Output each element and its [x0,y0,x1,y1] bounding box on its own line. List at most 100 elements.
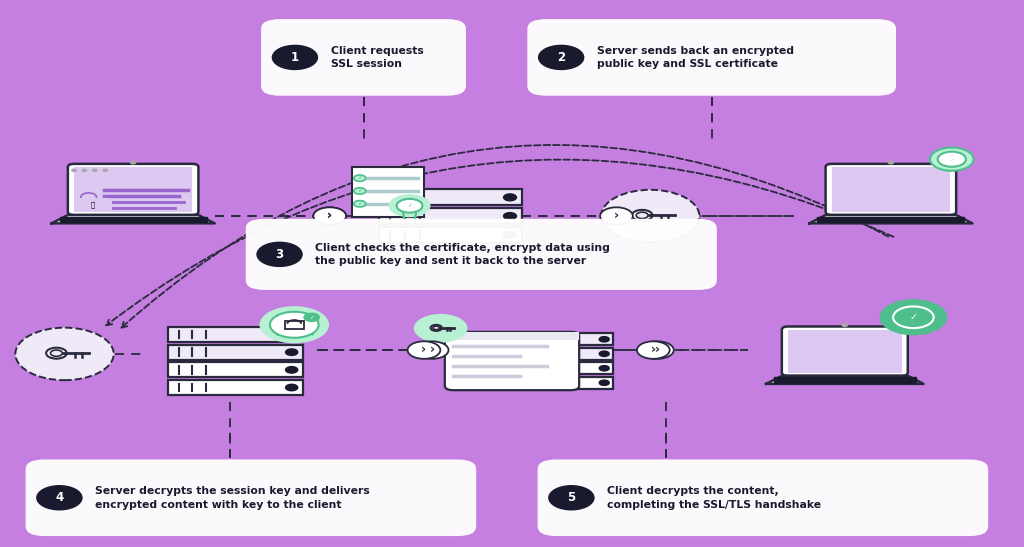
Circle shape [433,326,439,330]
Circle shape [938,152,966,167]
Circle shape [601,190,699,242]
Circle shape [396,199,423,213]
Circle shape [504,213,516,219]
Circle shape [270,312,318,337]
Circle shape [599,380,609,386]
Bar [168,327,303,342]
Text: 🏔: 🏔 [91,201,95,208]
Circle shape [92,169,97,172]
Circle shape [103,169,108,172]
Circle shape [637,341,670,359]
Polygon shape [809,215,973,223]
FancyBboxPatch shape [261,19,466,96]
Text: 3: 3 [275,248,284,261]
Polygon shape [51,215,215,223]
Text: ›: › [327,208,333,222]
Circle shape [72,169,76,172]
Bar [78,198,109,211]
Circle shape [539,45,584,69]
Text: ✓: ✓ [950,157,953,161]
Text: ›: › [327,208,333,222]
Text: 5: 5 [567,491,575,504]
Bar [168,380,303,395]
Bar [168,345,303,359]
Circle shape [259,306,329,344]
Text: ›: › [429,342,435,356]
Circle shape [930,148,974,171]
Circle shape [272,45,317,69]
Text: 1: 1 [291,51,299,64]
Text: Client decrypts the content,
completing the SSL/TLS handshake: Client decrypts the content, completing … [607,486,821,510]
Circle shape [46,348,67,359]
Circle shape [880,299,947,335]
Circle shape [632,210,652,221]
FancyBboxPatch shape [538,459,988,536]
Text: 4: 4 [55,491,63,504]
Bar [379,208,522,224]
Circle shape [50,350,62,356]
Circle shape [313,207,346,225]
Bar [379,227,522,243]
Polygon shape [774,377,915,383]
Polygon shape [817,217,965,222]
Bar [285,321,304,329]
Bar [352,167,424,217]
Circle shape [286,331,298,337]
Circle shape [430,325,441,331]
FancyBboxPatch shape [825,164,956,215]
Text: Server decrypts the session key and delivers
encrypted content with key to the c: Server decrypts the session key and deli… [95,486,370,510]
Circle shape [414,314,468,342]
Circle shape [82,169,87,172]
Text: ›: › [421,342,427,356]
Circle shape [408,341,440,359]
Bar [503,333,613,345]
Circle shape [599,336,609,342]
Circle shape [81,193,96,201]
Circle shape [416,341,449,359]
Bar [168,363,303,377]
Text: Server sends back an encrypted
public key and SSL certificate: Server sends back an encrypted public ke… [597,45,794,69]
Text: ✓: ✓ [309,315,314,320]
Bar [503,362,613,374]
Bar [379,189,522,205]
Text: ›: › [654,342,660,356]
Circle shape [888,161,894,164]
Text: 2: 2 [557,51,565,64]
Bar [787,330,902,373]
Circle shape [549,486,594,510]
Text: ✓: ✓ [408,203,412,208]
FancyBboxPatch shape [444,332,580,390]
Circle shape [599,351,609,357]
Circle shape [504,194,516,201]
Circle shape [843,324,847,327]
Text: ✓: ✓ [357,176,362,181]
Text: ›: › [650,342,656,356]
Circle shape [313,207,346,225]
Circle shape [15,328,114,380]
FancyBboxPatch shape [68,164,199,215]
Circle shape [286,366,298,373]
Circle shape [304,313,319,322]
Bar [74,167,193,212]
Circle shape [893,306,934,328]
Circle shape [600,207,633,225]
Circle shape [599,365,609,371]
Circle shape [504,231,516,238]
FancyBboxPatch shape [246,219,717,290]
FancyBboxPatch shape [527,19,896,96]
Circle shape [257,242,302,266]
Circle shape [353,175,366,182]
Polygon shape [766,376,924,384]
FancyBboxPatch shape [782,327,907,376]
Text: Client requests
SSL session: Client requests SSL session [331,45,424,69]
Circle shape [286,349,298,356]
Bar [444,332,580,340]
Circle shape [353,188,366,194]
Text: Client checks the certificate, encrypt data using
the public key and sent it bac: Client checks the certificate, encrypt d… [315,242,610,266]
Circle shape [37,486,82,510]
Bar [831,167,950,212]
Text: ✓: ✓ [357,201,362,206]
Circle shape [636,212,648,218]
Circle shape [286,384,298,391]
Bar [503,377,613,389]
